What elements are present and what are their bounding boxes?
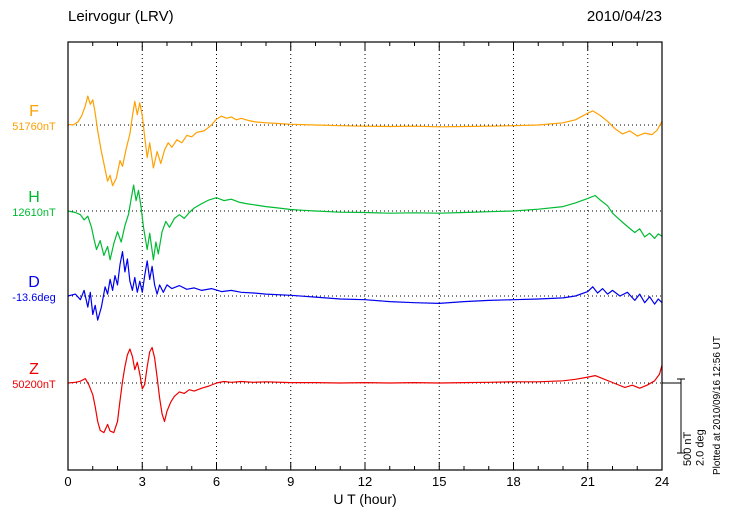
scalebar-nt-label: 500 nT bbox=[682, 431, 694, 466]
channel-Z-baseline-value: 50200nT bbox=[12, 378, 56, 391]
channel-label-F: F 51760nT bbox=[2, 103, 66, 133]
x-tick-label: 9 bbox=[287, 474, 294, 489]
plotted-at-note: Plotted at 2010/09/16 12:56 UT bbox=[712, 336, 723, 475]
x-tick-label: 3 bbox=[139, 474, 146, 489]
plot-date: 2010/04/23 bbox=[586, 8, 662, 25]
channel-label-H: H 12610nT bbox=[2, 189, 66, 219]
channel-Z-letter: Z bbox=[29, 361, 39, 378]
x-tick-label: 0 bbox=[64, 474, 71, 489]
trace-H bbox=[67, 184, 663, 261]
channel-label-Z: Z 50200nT bbox=[2, 361, 66, 391]
channel-H-letter: H bbox=[28, 189, 40, 206]
channel-H-baseline-value: 12610nT bbox=[12, 206, 56, 219]
channel-D-baseline-value: -13.6deg bbox=[12, 291, 56, 304]
channel-F-letter: F bbox=[29, 103, 39, 120]
x-tick-label: 15 bbox=[432, 474, 446, 489]
x-tick-label: 12 bbox=[358, 474, 372, 489]
trace-D bbox=[67, 251, 663, 321]
trace-Z bbox=[67, 346, 663, 434]
x-tick-label: 21 bbox=[581, 474, 595, 489]
x-tick-label: 18 bbox=[506, 474, 520, 489]
channel-F-baseline-value: 51760nT bbox=[12, 120, 56, 133]
trace-F bbox=[67, 95, 663, 187]
scalebar-labels: 500 nT 2.0 deg bbox=[682, 388, 707, 466]
x-axis-label: U T (hour) bbox=[333, 491, 397, 507]
x-tick-label: 6 bbox=[213, 474, 220, 489]
x-tick-label: 24 bbox=[655, 474, 669, 489]
station-title: Leirvogur (LRV) bbox=[68, 8, 174, 25]
channel-label-D: D -13.6deg bbox=[2, 274, 66, 304]
channel-D-letter: D bbox=[28, 274, 40, 291]
scalebar-deg-label: 2.0 deg bbox=[694, 429, 707, 466]
